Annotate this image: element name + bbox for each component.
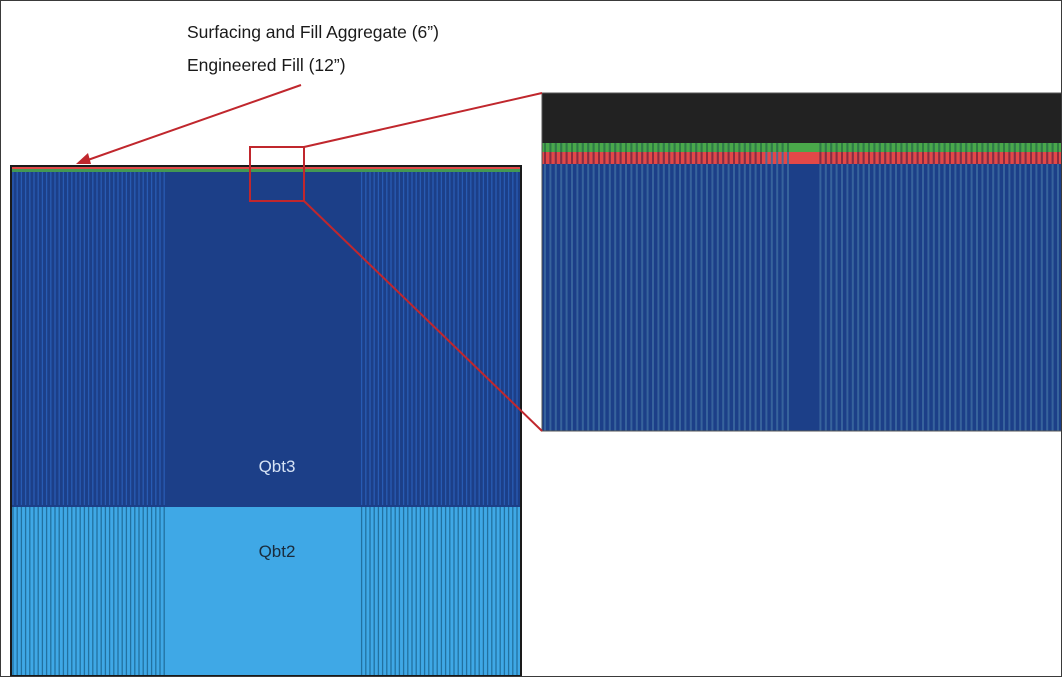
qbt2-unit-label: Qbt2 — [258, 542, 296, 561]
qbt3-mesh-columns — [12, 172, 518, 506]
surfacing-fill-aggregate-annotation: Surfacing and Fill Aggregate (6”) — [187, 22, 439, 42]
engineered-fill-annotation: Engineered Fill (12”) — [187, 55, 346, 75]
zoom-connector-bottom — [303, 200, 543, 432]
inset-aggregate-mesh — [544, 143, 1059, 152]
zoom-region-box — [249, 146, 305, 202]
annotation-leader-line — [84, 84, 302, 162]
main-model-cross-section — [10, 165, 522, 676]
inset-surfacing-aggregate — [542, 143, 1061, 152]
zoom-connector-top — [303, 92, 543, 148]
model-outline — [10, 165, 522, 676]
inset-fill-mesh — [544, 152, 1059, 164]
inset-air-zone — [542, 93, 1061, 143]
zoom-inset-panel — [541, 92, 1061, 432]
qbt2-mesh-columns — [12, 506, 518, 676]
engineered-fill-layer — [11, 166, 521, 169]
callout-lines — [76, 84, 543, 432]
inset-mesh-columns — [544, 143, 1059, 431]
inset-engineered-fill — [542, 152, 1061, 164]
qbt3-unit-label: Qbt3 — [258, 457, 296, 476]
surfacing-aggregate-layer — [11, 169, 521, 172]
qbt3-unit — [11, 166, 521, 506]
qbt2-unit — [11, 506, 521, 676]
inset-border — [541, 92, 1061, 432]
leader-arrowhead — [76, 153, 91, 164]
